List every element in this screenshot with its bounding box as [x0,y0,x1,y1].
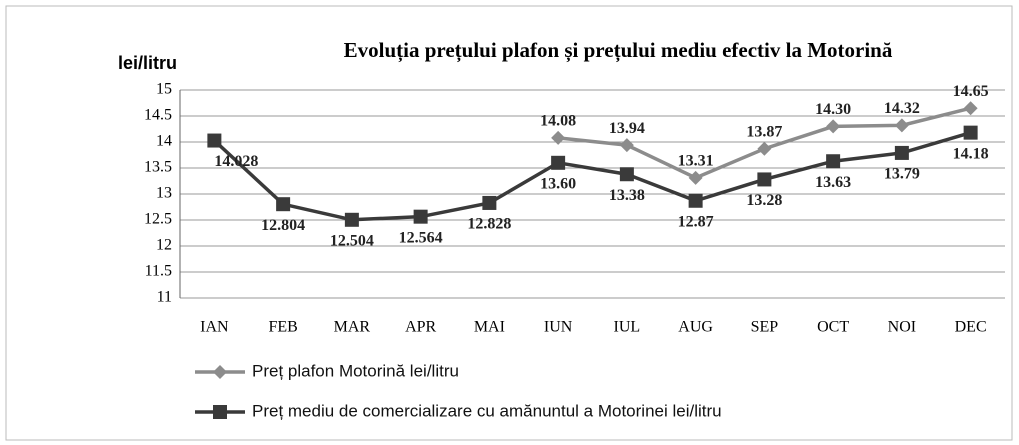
marker [826,154,841,169]
legend-label: Preț plafon Motorină lei/litru [252,361,459,380]
x-tick-label: AUG [678,319,713,336]
data-label: 13.60 [540,175,576,192]
y-tick-label: 12 [156,237,172,254]
chart-title: Evoluția prețului plafon și prețului med… [344,38,893,63]
series-line [213,130,972,222]
marker [213,365,227,379]
x-tick-label: FEB [268,319,297,336]
marker [551,155,566,170]
y-tick-label: 13 [156,185,172,202]
y-tick-label: 11 [157,289,172,306]
data-label: 13.31 [678,153,714,170]
x-tick-label: OCT [817,319,849,336]
marker [963,125,978,140]
x-tick-label: SEP [751,319,779,336]
x-tick-label: MAR [334,319,371,336]
data-label: 14.18 [953,145,989,162]
data-label: 12.828 [467,216,511,233]
data-label: 14.32 [884,100,920,117]
marker [413,209,428,224]
y-tick-label: 15 [156,81,172,98]
data-label: 13.63 [815,174,851,191]
data-label: 12.504 [330,232,374,249]
data-label: 14.30 [815,101,851,118]
marker [344,212,359,227]
x-tick-label: IAN [200,319,229,336]
x-tick-label: MAI [474,319,505,336]
marker [688,170,703,185]
data-label: 13.94 [609,120,645,137]
marker [963,101,978,116]
y-tick-label: 11.5 [145,263,172,280]
data-label: 13.87 [746,123,782,140]
marker [757,172,772,187]
data-label: 13.38 [609,187,645,204]
y-tick-label: 12.5 [144,211,172,228]
marker [213,405,227,419]
frame [5,5,1013,441]
x-tick-label: NOI [888,319,916,336]
y-tick-label: 14 [156,133,172,150]
x-tick-label: IUN [544,319,573,336]
marker [894,118,909,133]
data-label: 12.564 [399,229,443,246]
marker [482,195,497,210]
marker [688,193,703,208]
x-tick-label: APR [405,319,436,336]
data-label: 14.08 [540,113,576,130]
data-label: 13.79 [884,166,920,183]
x-tick-label: IUL [614,319,641,336]
marker [757,141,772,156]
data-label: 14.028 [214,153,258,170]
x-tick-label: DEC [955,319,987,336]
data-label: 12.87 [678,213,714,230]
data-label: 14.65 [953,83,989,100]
marker [894,145,909,160]
marker [619,138,634,153]
y-tick-label: 13.5 [144,159,172,176]
marker [207,133,222,148]
y-axis-label: lei/litru [118,53,177,73]
data-label: 12.804 [261,217,305,234]
data-label: 13.28 [746,192,782,209]
marker [826,119,841,134]
marker [276,197,291,212]
marker [619,167,634,182]
y-tick-label: 14.5 [144,107,172,124]
legend-label: Preț mediu de comercializare cu amănuntu… [252,401,722,420]
marker [551,130,566,145]
